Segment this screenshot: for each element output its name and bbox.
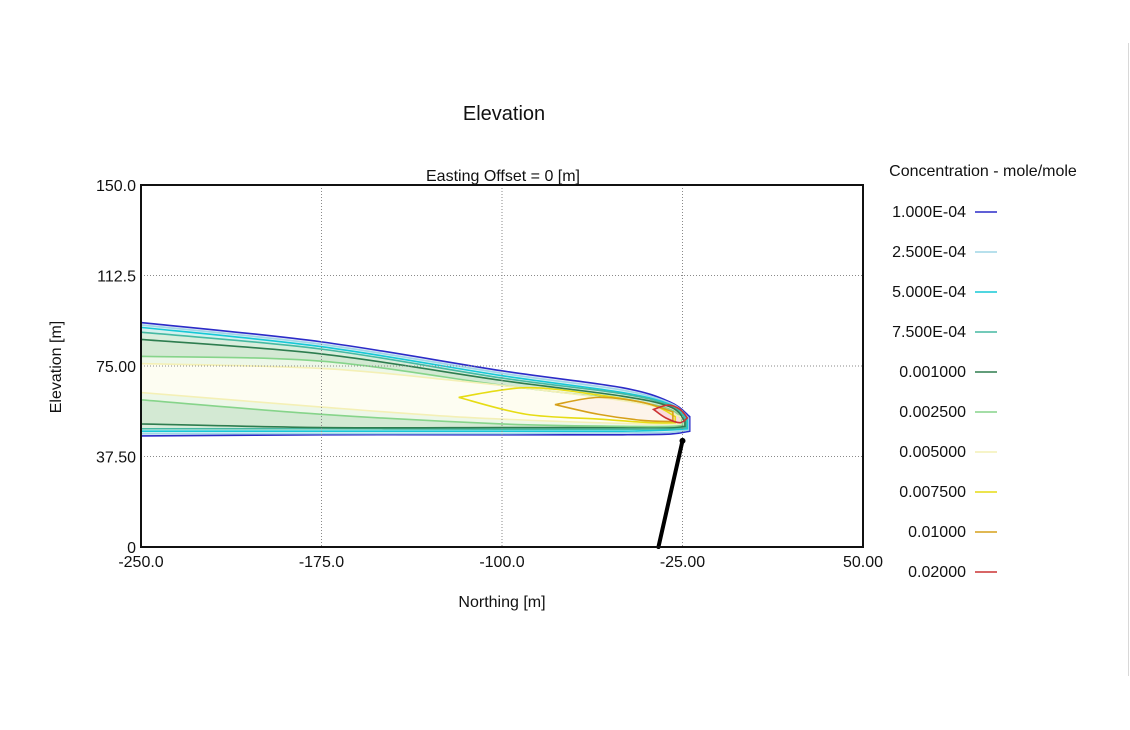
chart-title: Elevation <box>463 103 545 125</box>
release-point <box>679 437 686 444</box>
contour-line-0.02000 <box>651 404 689 424</box>
y-tick-label: 37.50 <box>96 450 136 467</box>
contour-line-2.500E-04 <box>140 324 690 435</box>
y-axis-label: Elevation [m] <box>48 321 65 413</box>
x-tick-label: -100.0 <box>479 554 524 571</box>
release-line <box>656 437 686 549</box>
contour-line-7.500E-04 <box>140 331 687 431</box>
y-tick-label: 150.0 <box>96 178 136 195</box>
legend-label: 5.000E-04 <box>892 284 966 301</box>
contour-lines <box>140 321 691 437</box>
x-tick-label: -250.0 <box>118 554 163 571</box>
legend-label: 0.005000 <box>899 444 966 461</box>
contour-line-0.005000 <box>140 362 681 425</box>
plot-border <box>140 184 864 548</box>
contour-fills <box>141 322 690 436</box>
legend-label: 0.002500 <box>899 404 966 421</box>
x-tick-label: -25.00 <box>660 554 705 571</box>
legend: 1.000E-04 2.500E-04 5.000E-04 7.500E-04 0.00… <box>892 204 997 581</box>
legend-label: 2.500E-04 <box>892 244 966 261</box>
legend-label: 1.000E-04 <box>892 204 966 221</box>
legend-label: 7.500E-04 <box>892 324 966 341</box>
chart-subtitle: Easting Offset = 0 [m] <box>426 168 580 185</box>
y-tick-label: 75.00 <box>96 359 136 376</box>
legend-title: Concentration - mole/mole <box>889 163 1077 180</box>
contour-line-1.000E-04 <box>140 321 691 437</box>
x-tick-label: -175.0 <box>299 554 344 571</box>
contour-line-0.002500 <box>140 355 684 428</box>
contour-line-5.000E-04 <box>140 326 689 433</box>
legend-label: 0.02000 <box>908 564 966 581</box>
y-axis-ticks: 0 37.50 75.00 112.5 150.0 <box>96 178 136 557</box>
x-tick-label: 50.00 <box>843 554 883 571</box>
x-axis-label: Northing [m] <box>458 594 545 611</box>
y-tick-label: 112.5 <box>97 269 136 286</box>
legend-label: 0.007500 <box>899 484 966 501</box>
release-line-segment <box>656 438 685 549</box>
legend-label: 0.01000 <box>908 524 966 541</box>
legend-label: 0.001000 <box>899 364 966 381</box>
y-tick-label: 0 <box>127 540 136 557</box>
contour-line-0.007500 <box>458 386 677 424</box>
contour-line-0.01000 <box>554 396 674 423</box>
x-axis-ticks: -250.0 -175.0 -100.0 -25.00 50.00 <box>118 554 883 571</box>
contour-line-0.001000 <box>140 338 686 429</box>
grid-lines <box>141 185 863 547</box>
